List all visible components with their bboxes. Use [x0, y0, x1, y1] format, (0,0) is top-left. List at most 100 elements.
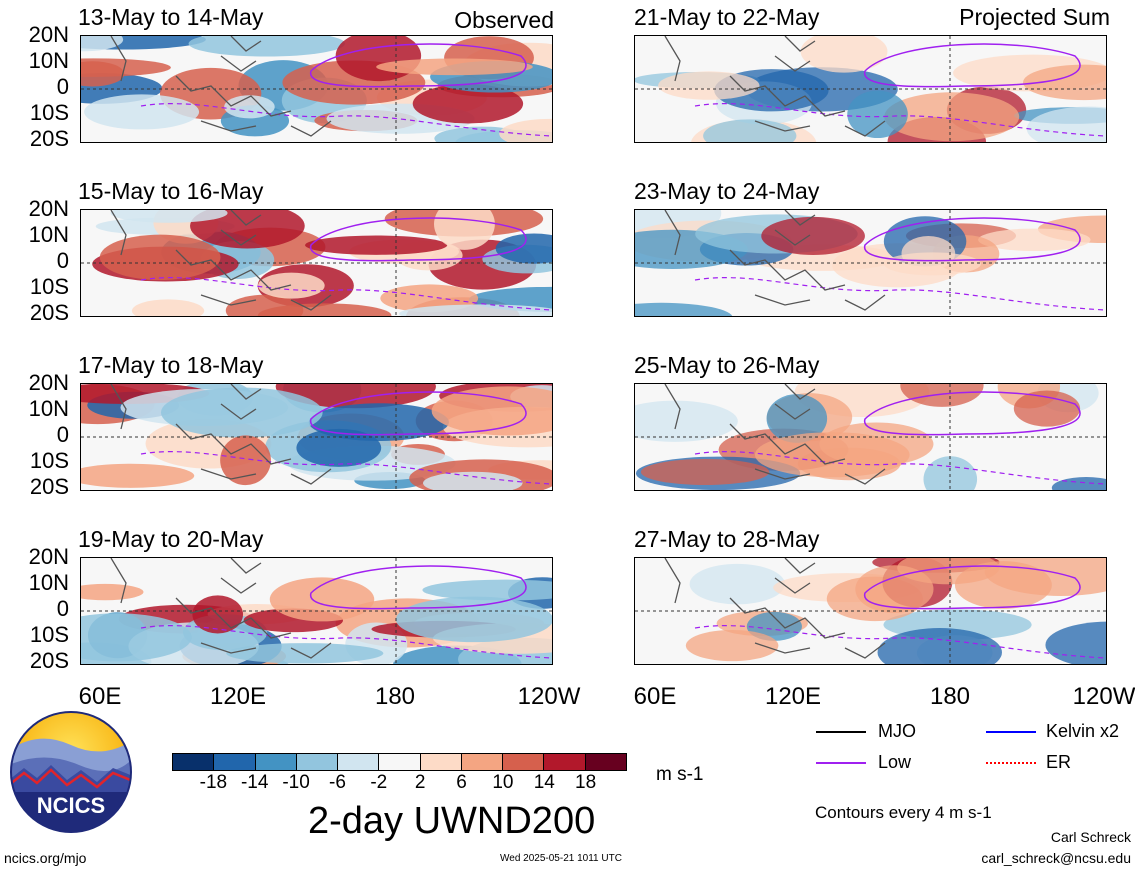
- map-panel-5: [80, 383, 553, 491]
- colorbar-tick-label: -14: [240, 772, 269, 793]
- wind-anomaly-blob: [1045, 621, 1106, 664]
- wind-anomaly-blob: [188, 36, 345, 57]
- map-panel-7: [80, 557, 553, 665]
- legend-mjo-line: [816, 731, 866, 733]
- wind-anomaly-blob: [399, 304, 552, 316]
- lat-label: 20N: [28, 196, 69, 221]
- coastline: [110, 36, 332, 137]
- wind-anomaly-blob: [884, 92, 1020, 142]
- wind-anomaly-blob: [495, 233, 552, 264]
- wind-anomaly-blob: [258, 272, 325, 299]
- legend-kelvin-label: Kelvin x2: [1046, 721, 1120, 741]
- colorbar-tick-label: -10: [282, 772, 310, 793]
- wind-anomaly-blob: [1051, 477, 1106, 490]
- wind-anomaly-blob: [412, 84, 524, 124]
- wind-field: [635, 210, 1106, 316]
- wind-anomaly-blob: [1023, 64, 1106, 101]
- map-panel-1: [80, 35, 553, 143]
- low-contour-negative: [140, 277, 552, 311]
- colorbar-swatch: [420, 754, 462, 770]
- wind-anomaly-blob: [431, 386, 552, 436]
- lat-label: 10S: [29, 448, 69, 473]
- wind-anomaly-blob: [703, 119, 797, 142]
- low-contour: [310, 391, 527, 436]
- colorbar-swatch: [503, 754, 545, 770]
- wind-anomaly-blob: [81, 61, 125, 87]
- lat-label: 10S: [29, 622, 69, 647]
- wind-anomaly-blob: [877, 628, 1002, 664]
- coastline: [664, 558, 886, 659]
- wind-anomaly-blob: [685, 629, 779, 662]
- wind-field: [81, 210, 552, 316]
- wind-anomaly-blob: [1013, 390, 1081, 427]
- lat-label: 10N: [28, 222, 69, 247]
- lat-label: 10S: [29, 274, 69, 299]
- legend-low-label: Low: [878, 752, 912, 772]
- lon-label-180: 180: [374, 683, 416, 710]
- wind-field: [635, 36, 1106, 142]
- colorbar-tick-label: 6: [456, 772, 467, 793]
- ncics-logo: NCICS: [10, 711, 132, 833]
- lat-label: 20N: [28, 544, 69, 569]
- wind-anomaly-blob: [923, 456, 978, 490]
- map-panel-3: [80, 209, 553, 317]
- lon-label-60e: 60E: [633, 683, 677, 710]
- wind-anomaly-blob: [635, 302, 733, 316]
- lat-label: 10N: [28, 570, 69, 595]
- wind-anomaly-blob: [434, 210, 495, 250]
- colorbar-swatch: [544, 754, 586, 770]
- low-contour: [310, 565, 527, 610]
- coastline: [110, 210, 332, 311]
- website-link[interactable]: ncics.org/mjo: [4, 850, 87, 866]
- wind-anomaly-blob: [855, 565, 934, 613]
- contour-note: Contours every 4 m s-1: [815, 803, 992, 822]
- coastline: [664, 210, 886, 311]
- lat-label: 10N: [28, 48, 69, 73]
- colorbar-swatch: [296, 754, 339, 770]
- lon-label-60e: 60E: [78, 683, 122, 710]
- low-contour: [864, 565, 1081, 610]
- wind-anomaly-blob: [99, 234, 221, 281]
- wind-field: [635, 384, 1106, 490]
- wind-anomaly-blob: [305, 235, 448, 255]
- colorbar-tick-label: -2: [370, 772, 388, 793]
- figure-title: 2-day UWND200: [308, 800, 596, 842]
- author-email[interactable]: carl_schreck@ncsu.edu: [981, 850, 1131, 866]
- colorbar-swatch: [214, 754, 256, 770]
- low-contour: [310, 217, 527, 262]
- lat-label: 0: [56, 248, 69, 273]
- logo-text: NCICS: [37, 793, 105, 818]
- wind-anomaly-blob: [761, 216, 865, 255]
- lon-label-120w: 120W: [517, 683, 581, 710]
- colorbar-swatch: [173, 754, 215, 770]
- colorbar-swatch: [379, 754, 421, 770]
- coastline: [110, 384, 332, 485]
- wind-anomaly-blob: [296, 428, 382, 467]
- wind-anomaly-blob: [635, 400, 738, 442]
- low-contour-negative: [140, 451, 552, 485]
- wind-anomaly-blob: [689, 563, 785, 605]
- coastline: [664, 384, 886, 485]
- wind-anomaly-blob: [499, 118, 552, 142]
- observed-tag: Observed: [454, 7, 554, 33]
- panel-title: 23-May to 24-May: [634, 178, 820, 204]
- lat-label: 0: [56, 74, 69, 99]
- low-contour-negative: [694, 625, 1106, 659]
- author-name: Carl Schreck: [1050, 829, 1131, 845]
- low-contour: [310, 43, 527, 88]
- panel-title: 19-May to 20-May: [78, 526, 264, 552]
- wind-anomaly-blob: [110, 210, 228, 223]
- panel-title: 25-May to 26-May: [634, 352, 820, 378]
- colorbar-tick-label: 18: [575, 772, 597, 793]
- wind-anomaly-blob: [658, 71, 760, 100]
- wind-anomaly-blob: [423, 471, 523, 490]
- lon-label-120w: 120W: [1072, 683, 1135, 710]
- wind-anomaly-blob: [131, 299, 205, 316]
- lat-label: 0: [56, 596, 69, 621]
- low-contour: [864, 217, 1081, 262]
- low-contour-negative: [140, 103, 552, 137]
- low-contour-negative: [694, 277, 1106, 311]
- lon-label-180: 180: [929, 683, 971, 710]
- lon-label-120e: 120E: [209, 683, 267, 710]
- legend-mjo-label: MJO: [878, 721, 916, 741]
